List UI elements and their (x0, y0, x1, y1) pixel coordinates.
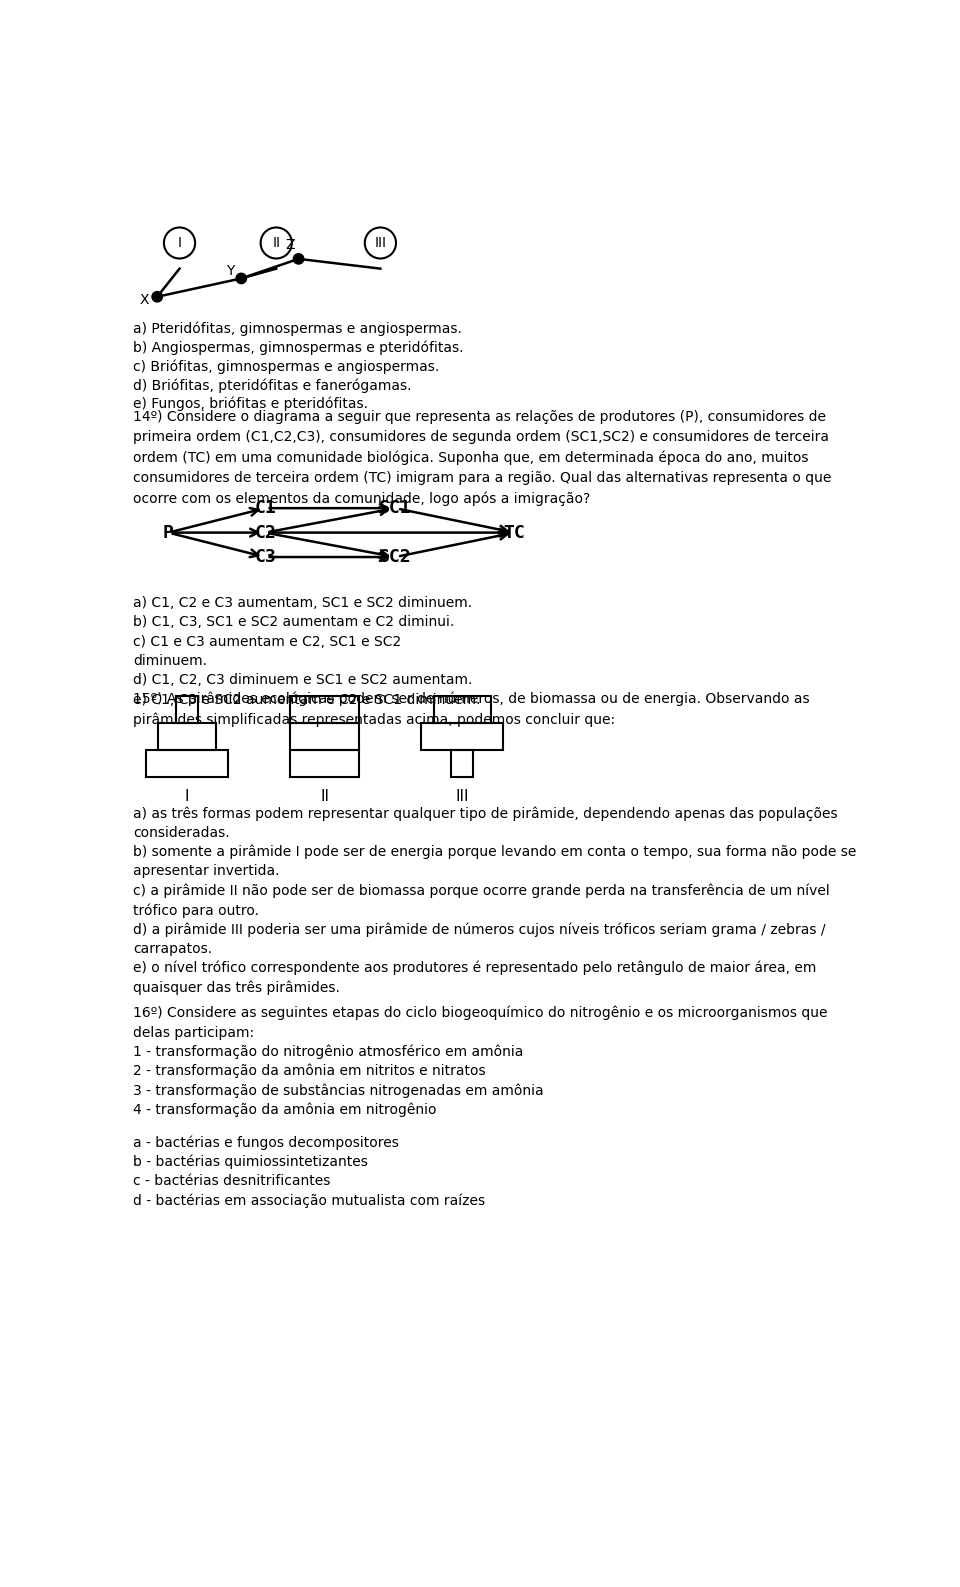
Bar (146, 751, 228, 778)
Text: C2: C2 (254, 524, 276, 541)
Text: b) C1, C3, SC1 e SC2 aumentam e C2 diminui.: b) C1, C3, SC1 e SC2 aumentam e C2 dimin… (133, 616, 455, 630)
Bar (421, 724, 503, 751)
Text: c) C1 e C3 aumentam e C2, SC1 e SC2
diminuem.: c) C1 e C3 aumentam e C2, SC1 e SC2 dimi… (133, 635, 401, 668)
Text: 3 - transformação de substâncias nitrogenadas em amônia: 3 - transformação de substâncias nitroge… (133, 1084, 544, 1098)
Text: e) C1, C3 e SC2 aumentam e C2 e SC1 diminuem.: e) C1, C3 e SC2 aumentam e C2 e SC1 dimi… (133, 692, 481, 706)
Bar (290, 724, 359, 751)
Text: e) Fungos, briófitas e pteridófitas.: e) Fungos, briófitas e pteridófitas. (133, 397, 369, 411)
Ellipse shape (152, 292, 162, 302)
Text: d) a pirâmide III poderia ser uma pirâmide de números cujos níveis tróficos seri: d) a pirâmide III poderia ser uma pirâmi… (133, 922, 826, 955)
Text: d - bactérias em associação mutualista com raízes: d - bactérias em associação mutualista c… (133, 1193, 486, 1208)
Text: c) Briófitas, gimnospermas e angiospermas.: c) Briófitas, gimnospermas e angiosperma… (133, 359, 440, 373)
Text: d) C1, C2, C3 diminuem e SC1 e SC2 aumentam.: d) C1, C2, C3 diminuem e SC1 e SC2 aumen… (133, 673, 472, 687)
Text: 4 - transformação da amônia em nitrogênio: 4 - transformação da amônia em nitrogêni… (133, 1103, 437, 1117)
Text: e) o nível trófico correspondente aos produtores é representado pelo retângulo d: e) o nível trófico correspondente aos pr… (133, 960, 817, 995)
Text: X: X (140, 294, 150, 308)
Text: a - bactérias e fungos decompositores: a - bactérias e fungos decompositores (133, 1135, 399, 1151)
Bar (290, 751, 359, 778)
Text: SC2: SC2 (379, 548, 412, 567)
Text: b - bactérias quimiossintetizantes: b - bactérias quimiossintetizantes (133, 1155, 369, 1170)
Text: b) somente a pirâmide I pode ser de energia porque levando em conta o tempo, sua: b) somente a pirâmide I pode ser de ener… (133, 844, 856, 878)
Text: 15º) As pirâmides ecológicas podem ser de números, de biomassa ou de energia. Ob: 15º) As pirâmides ecológicas podem ser d… (133, 692, 810, 727)
Text: Z: Z (285, 238, 295, 252)
Text: 14º) Considere o diagrama a seguir que representa as relações de produtores (P),: 14º) Considere o diagrama a seguir que r… (133, 411, 831, 506)
Text: 2 - transformação da amônia em nitritos e nitratos: 2 - transformação da amônia em nitritos … (133, 1063, 486, 1079)
Text: a) Pteridófitas, gimnospermas e angiospermas.: a) Pteridófitas, gimnospermas e angiospe… (133, 321, 463, 336)
Ellipse shape (236, 273, 247, 284)
Bar (176, 697, 198, 724)
Text: C3: C3 (254, 548, 276, 567)
Text: I: I (184, 789, 189, 805)
Bar (158, 724, 216, 751)
Text: b) Angiospermas, gimnospermas e pteridófitas.: b) Angiospermas, gimnospermas e pteridóf… (133, 340, 464, 354)
Text: SC1: SC1 (379, 500, 412, 517)
Ellipse shape (294, 254, 303, 263)
Text: 16º) Considere as seguintes etapas do ciclo biogeoquímico do nitrogênio e os mic: 16º) Considere as seguintes etapas do ci… (133, 1006, 828, 1039)
Text: c - bactérias desnitrificantes: c - bactérias desnitrificantes (133, 1174, 331, 1189)
Text: C1: C1 (254, 500, 276, 517)
Text: d) Briófitas, pteridófitas e fanerógamas.: d) Briófitas, pteridófitas e fanerógamas… (133, 378, 412, 392)
Text: c) a pirâmide II não pode ser de biomassa porque ocorre grande perda na transfer: c) a pirâmide II não pode ser de biomass… (133, 884, 830, 917)
Text: a) C1, C2 e C3 aumentam, SC1 e SC2 diminuem.: a) C1, C2 e C3 aumentam, SC1 e SC2 dimin… (133, 597, 472, 609)
Text: III: III (455, 789, 469, 805)
Bar (451, 751, 473, 778)
Text: II: II (320, 789, 329, 805)
Text: 1 - transformação do nitrogênio atmosférico em amônia: 1 - transformação do nitrogênio atmosfér… (133, 1044, 524, 1059)
Text: II: II (273, 236, 280, 251)
Text: III: III (374, 236, 386, 251)
Bar (434, 697, 491, 724)
Text: a) as três formas podem representar qualquer tipo de pirâmide, dependendo apenas: a) as três formas podem representar qual… (133, 806, 838, 840)
Text: TC: TC (503, 524, 525, 541)
Bar (290, 697, 359, 724)
Text: I: I (178, 236, 181, 251)
Text: P: P (163, 524, 174, 541)
Text: Y: Y (226, 263, 234, 278)
